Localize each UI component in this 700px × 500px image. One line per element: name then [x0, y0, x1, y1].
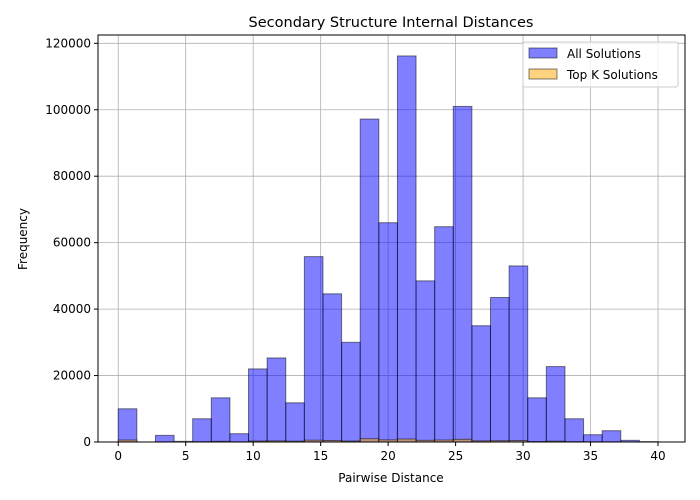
bar-all-solutions [545, 366, 566, 443]
legend-swatch-all-solutions [528, 47, 558, 59]
legend-box [522, 41, 679, 88]
y-tick-label: 120000 [45, 36, 91, 50]
bar-all-solutions [210, 397, 231, 443]
bar-all-solutions [359, 118, 380, 443]
bar-all-solutions [471, 325, 491, 443]
bar-all-solutions [322, 293, 343, 443]
bar-all-solutions [192, 418, 212, 443]
x-tick-label: 25 [448, 449, 463, 463]
x-axis-label: Pairwise Distance [338, 471, 443, 485]
bar-all-solutions [434, 226, 454, 443]
bar-all-solutions [266, 357, 287, 443]
x-tick-label: 0 [114, 449, 122, 463]
bar-all-solutions [285, 402, 305, 443]
bar-all-solutions [452, 105, 473, 443]
bar-all-solutions [415, 280, 436, 443]
y-tick-label: 100000 [45, 103, 91, 117]
bar-all-solutions [341, 341, 361, 443]
legend-label-all-solutions: All Solutions [567, 47, 641, 61]
x-tick-label: 20 [380, 449, 395, 463]
y-tick-label: 80000 [53, 169, 91, 183]
bar-all-solutions [527, 397, 547, 443]
chart-title: Secondary Structure Internal Distances [249, 15, 534, 31]
bar-all-solutions [396, 55, 417, 443]
bar-all-solutions [303, 256, 324, 443]
bar-all-solutions [564, 418, 585, 443]
bar-all-solutions [154, 434, 175, 443]
y-tick-label: 60000 [53, 236, 91, 250]
legend-label-top-k-solutions: Top K Solutions [566, 68, 658, 82]
x-tick-label: 40 [650, 449, 665, 463]
y-tick-label: 0 [83, 435, 91, 449]
bar-all-solutions [583, 434, 603, 443]
x-tick-label: 5 [182, 449, 190, 463]
bar-all-solutions [508, 265, 529, 443]
bar-all-solutions [489, 296, 510, 443]
x-tick-label: 15 [313, 449, 328, 463]
ticks: 0 5 10 15 20 25 30 35 40 0 20000 40000 60000 80000 100… [45, 36, 665, 463]
bar-all-solutions [248, 368, 268, 443]
x-tick-label: 35 [583, 449, 598, 463]
bar-all-solutions [378, 222, 398, 443]
bar-all-solutions [117, 408, 138, 443]
bars [117, 55, 659, 443]
x-tick-label: 10 [246, 449, 261, 463]
y-tick-label: 40000 [53, 302, 91, 316]
legend: All Solutions Top K Solutions [522, 41, 679, 88]
y-axis-label: Frequency [16, 208, 30, 270]
y-tick-label: 20000 [53, 369, 91, 383]
plot-frame [97, 34, 686, 443]
bar-all-solutions [229, 433, 250, 443]
x-tick-label: 30 [515, 449, 530, 463]
bar-all-solutions [601, 430, 622, 443]
legend-swatch-top-k-solutions [528, 68, 558, 80]
